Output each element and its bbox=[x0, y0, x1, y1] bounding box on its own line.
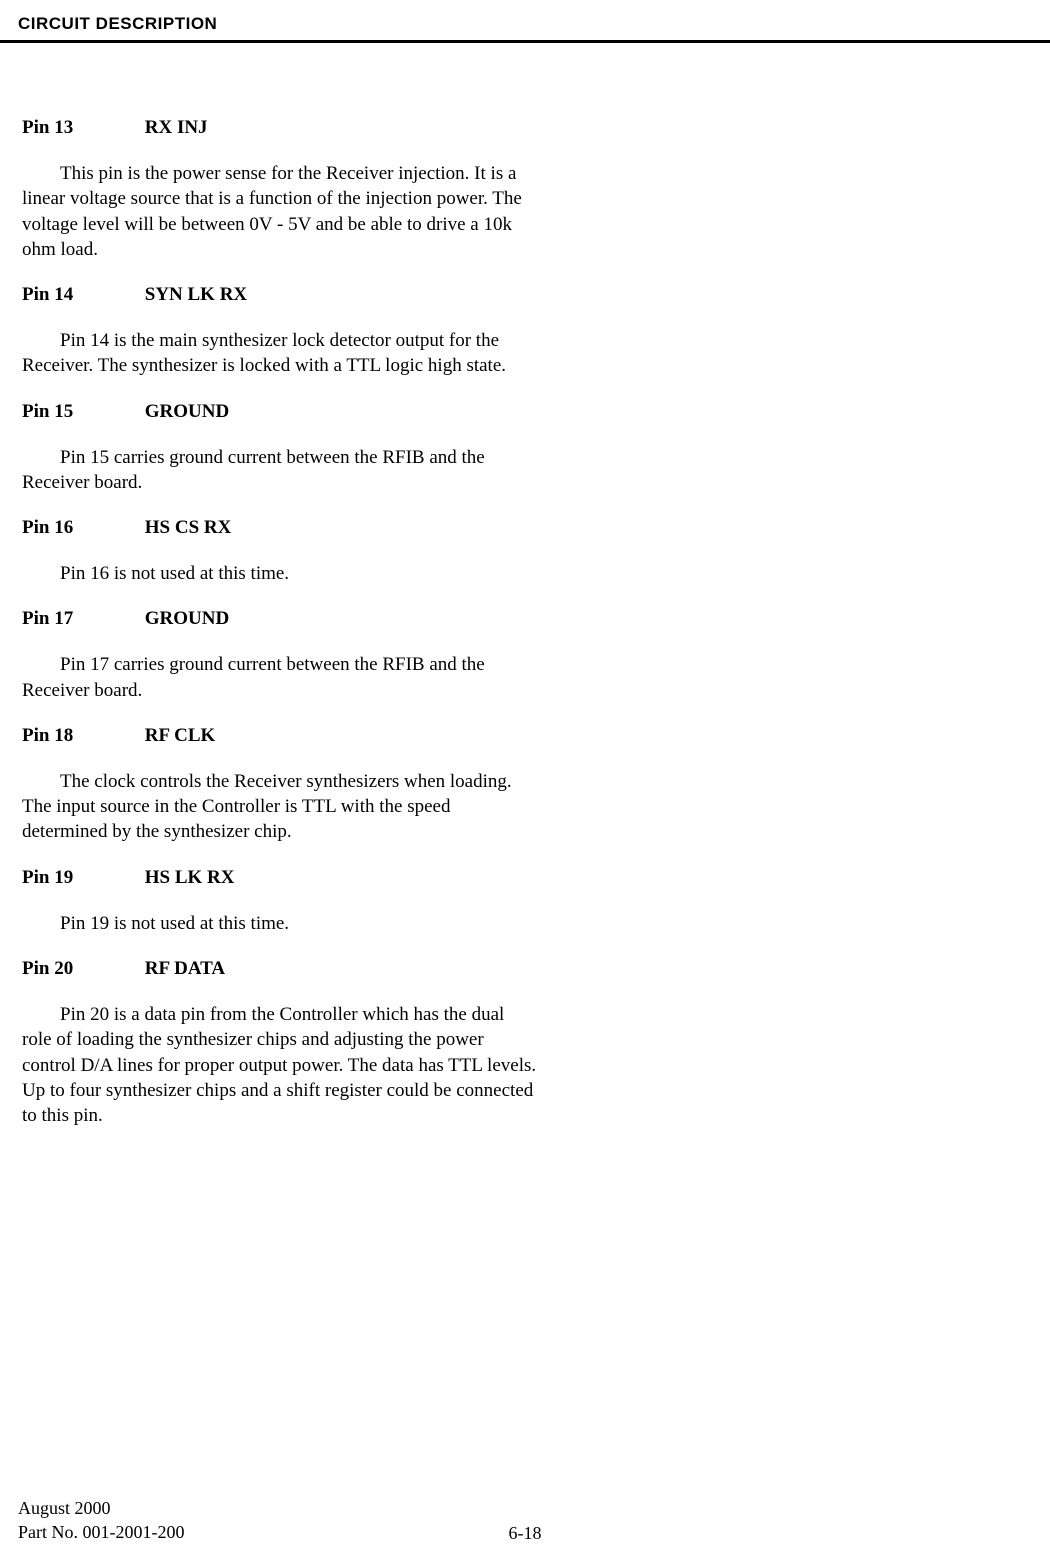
pin-heading-15: Pin 15 GROUND bbox=[22, 401, 538, 423]
pin-name: HS LK RX bbox=[145, 867, 235, 888]
pin-heading-14: Pin 14 SYN LK RX bbox=[22, 284, 538, 306]
pin-body-19: Pin 19 is not used at this time. bbox=[22, 911, 538, 936]
page-content: Pin 13 RX INJ This pin is the power sens… bbox=[0, 43, 560, 1128]
pin-num: Pin 14 bbox=[22, 284, 140, 306]
pin-body-20: Pin 20 is a data pin from the Controller… bbox=[22, 1002, 538, 1128]
pin-name: RX INJ bbox=[145, 117, 208, 138]
pin-name: GROUND bbox=[145, 608, 229, 629]
footer-page: 6-18 bbox=[509, 1523, 542, 1544]
footer-part: Part No. 001-2001-200 bbox=[18, 1521, 184, 1544]
pin-num: Pin 13 bbox=[22, 117, 140, 139]
footer-date: August 2000 bbox=[18, 1497, 184, 1520]
pin-name: SYN LK RX bbox=[145, 284, 247, 305]
pin-num: Pin 19 bbox=[22, 867, 140, 889]
pin-heading-13: Pin 13 RX INJ bbox=[22, 117, 538, 139]
pin-num: Pin 18 bbox=[22, 725, 140, 747]
pin-num: Pin 20 bbox=[22, 958, 140, 980]
pin-body-18: The clock controls the Receiver synthesi… bbox=[22, 769, 538, 845]
pin-body-13: This pin is the power sense for the Rece… bbox=[22, 161, 538, 262]
page-header: CIRCUIT DESCRIPTION bbox=[0, 0, 1050, 43]
pin-name: RF DATA bbox=[145, 958, 225, 979]
header-title: CIRCUIT DESCRIPTION bbox=[18, 14, 1032, 34]
page-footer: August 2000 Part No. 001-2001-200 6-18 bbox=[18, 1497, 1032, 1544]
pin-heading-16: Pin 16 HS CS RX bbox=[22, 517, 538, 539]
pin-num: Pin 17 bbox=[22, 608, 140, 630]
pin-name: RF CLK bbox=[145, 725, 216, 746]
pin-heading-19: Pin 19 HS LK RX bbox=[22, 867, 538, 889]
pin-name: GROUND bbox=[145, 401, 229, 422]
pin-heading-18: Pin 18 RF CLK bbox=[22, 725, 538, 747]
pin-heading-17: Pin 17 GROUND bbox=[22, 608, 538, 630]
pin-body-15: Pin 15 carries ground current between th… bbox=[22, 445, 538, 496]
footer-left: August 2000 Part No. 001-2001-200 bbox=[18, 1497, 184, 1544]
pin-name: HS CS RX bbox=[145, 517, 232, 538]
pin-body-16: Pin 16 is not used at this time. bbox=[22, 561, 538, 586]
pin-num: Pin 15 bbox=[22, 401, 140, 423]
pin-body-17: Pin 17 carries ground current between th… bbox=[22, 652, 538, 703]
pin-num: Pin 16 bbox=[22, 517, 140, 539]
pin-body-14: Pin 14 is the main synthesizer lock dete… bbox=[22, 328, 538, 379]
pin-heading-20: Pin 20 RF DATA bbox=[22, 958, 538, 980]
